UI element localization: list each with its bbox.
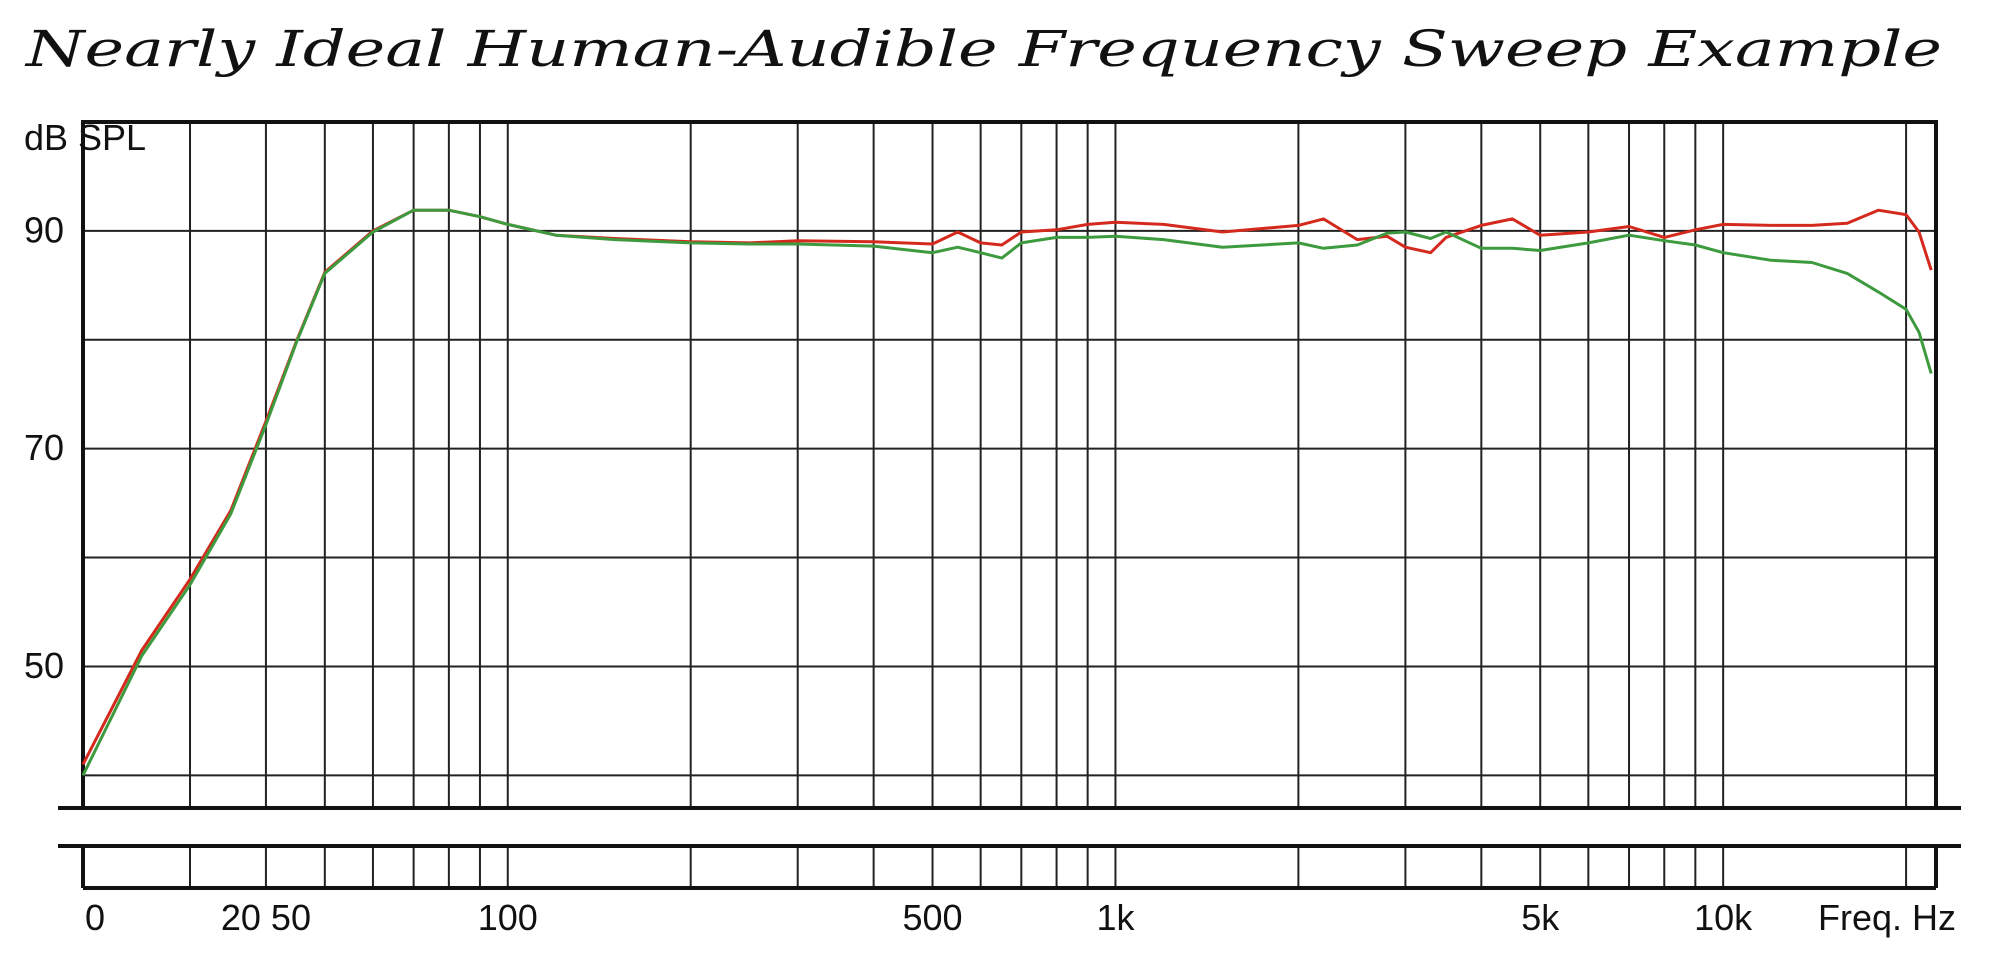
chart-title: Nearly Ideal Human-Audible Frequency Swe…: [25, 20, 1942, 78]
x-tick-label: 5k: [1521, 897, 1560, 938]
x-tick-label: 500: [902, 897, 962, 938]
x-axis-label: Freq. Hz: [1818, 897, 1956, 938]
data-line: [81, 208, 1933, 766]
x-tick-label: 0: [85, 897, 105, 938]
x-tick-label: 1k: [1096, 897, 1135, 938]
x-tick-label: 20 50: [221, 897, 311, 938]
plot-frame: [81, 120, 1938, 810]
x-tick-label: 100: [478, 897, 538, 938]
x-tick-label: 10k: [1694, 897, 1753, 938]
data-line: [81, 208, 1933, 776]
y-tick-label: 90: [24, 209, 64, 250]
y-tick-label: 50: [24, 645, 64, 686]
y-tick-label: 70: [24, 427, 64, 468]
